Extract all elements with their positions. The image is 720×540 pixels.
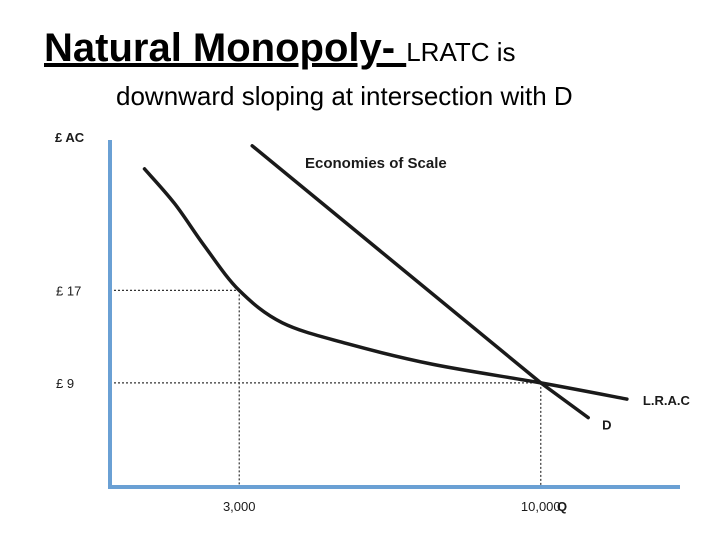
- title-line-2: downward sloping at intersection with D: [116, 81, 573, 111]
- y-axis-label: £ AC: [55, 130, 85, 145]
- series-labels: L.R.A.C D: [602, 393, 690, 433]
- x-tick-label-1: 10,000: [521, 499, 561, 514]
- series-line-l-r-a-c: [142, 167, 629, 401]
- series-line-d: [250, 144, 590, 420]
- reference-lines: [110, 289, 542, 487]
- slide-title: Natural Monopoly- LRATC is downward slop…: [44, 24, 704, 111]
- chart-title: Economies of Scale: [305, 155, 447, 172]
- title-rest: LRATC is: [406, 37, 516, 67]
- series-label-0: L.R.A.C: [643, 393, 691, 408]
- series-label-1: D: [602, 418, 611, 433]
- x-axis-label: Q: [557, 499, 567, 514]
- title-line-1: Natural Monopoly- LRATC is: [44, 24, 704, 76]
- title-bold: Natural Monopoly-: [44, 26, 407, 70]
- tick-labels: 3,000 10,000 £ 17 £ 9: [56, 283, 561, 514]
- axes: [108, 140, 680, 489]
- curves: [142, 144, 629, 420]
- x-tick-label-0: 3,000: [223, 499, 256, 514]
- y-tick-label-1: £ 9: [56, 376, 74, 391]
- y-tick-label-0: £ 17: [56, 283, 81, 298]
